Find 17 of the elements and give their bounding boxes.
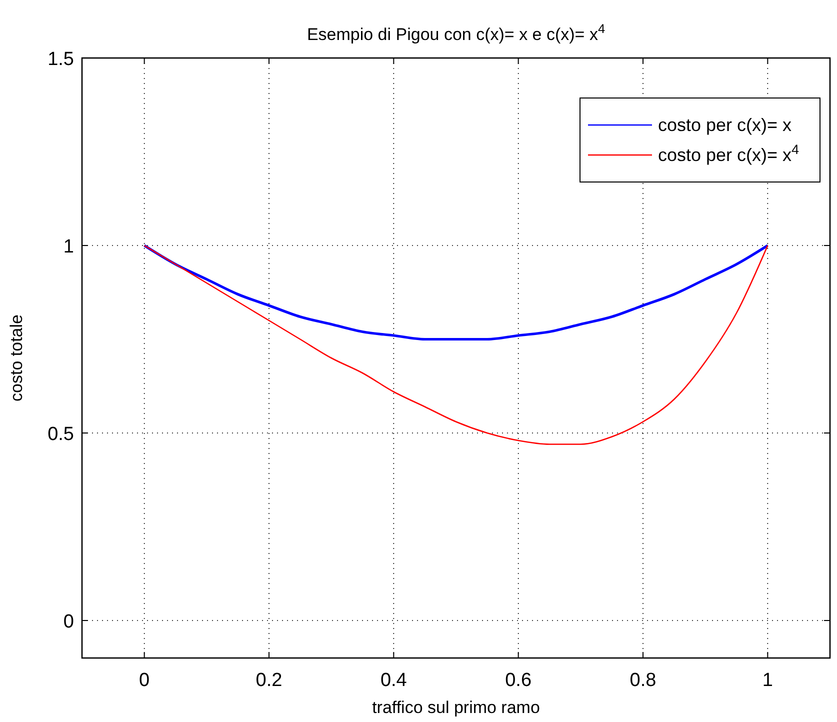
line-series — [144, 244, 768, 445]
chart-title: Esempio di Pigou con c(x)= x e c(x)= x$^{4}$ — [306, 20, 606, 44]
x-tick-label: 0.8 — [630, 670, 656, 691]
y-tick-label: 0.5 — [48, 424, 74, 445]
legend-label: costo per c(x)= x — [658, 115, 792, 135]
x-tick-label: 0.2 — [256, 670, 282, 691]
x-tick-label: 0 — [139, 670, 150, 691]
y-tick-label: 1.5 — [48, 49, 74, 70]
x-tick-label: 0.6 — [505, 670, 532, 691]
y-tick-label: 1 — [63, 236, 74, 258]
line-series — [143, 244, 769, 341]
x-tick-label: 1 — [762, 670, 773, 691]
y-tick-label: 0 — [63, 612, 74, 632]
y-axis-title: costo totale — [7, 314, 26, 402]
legend-label: costo per c(x)= x$^{4}$ — [658, 142, 800, 165]
x-tick-label: 0.4 — [380, 670, 408, 691]
x-axis-title: traffico sul primo ramo — [372, 698, 540, 717]
